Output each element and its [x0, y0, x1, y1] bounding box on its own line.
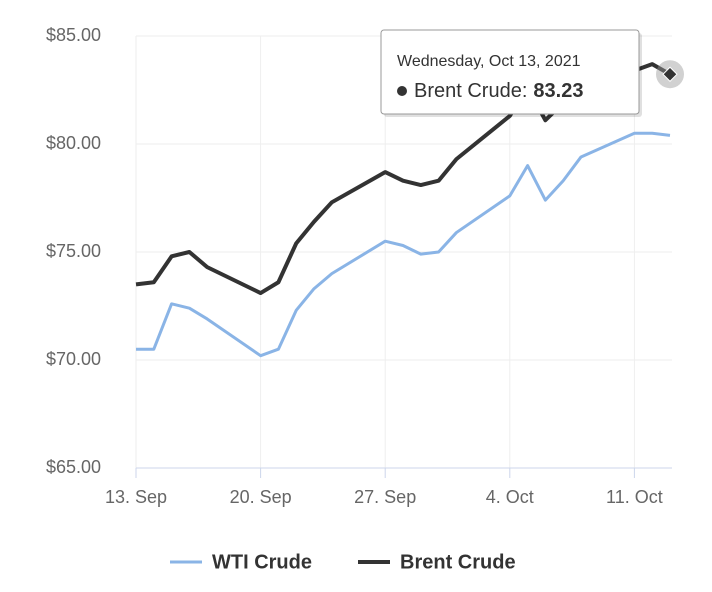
- x-tick-label: 4. Oct: [486, 487, 534, 507]
- x-tick-label: 27. Sep: [354, 487, 416, 507]
- legend-label[interactable]: WTI Crude: [212, 551, 312, 573]
- x-tick-label: 11. Oct: [606, 487, 663, 507]
- y-tick-label: $70.00: [46, 349, 101, 369]
- hover-marker: [662, 66, 678, 82]
- y-tick-label: $85.00: [46, 25, 101, 45]
- y-tick-label: $65.00: [46, 457, 101, 477]
- tooltip: [380, 29, 640, 115]
- y-tick-label: $80.00: [46, 133, 101, 153]
- y-tick-label: $75.00: [46, 241, 101, 261]
- tooltip-label: Brent Crude:: [414, 80, 527, 102]
- legend-label[interactable]: Brent Crude: [400, 551, 516, 573]
- series-line: [136, 131, 671, 358]
- tooltip-bullet: [397, 86, 407, 96]
- tooltip-line: Brent Crude: 83.23: [414, 80, 583, 102]
- x-tick-label: 20. Sep: [230, 487, 292, 507]
- x-tick-label: 13. Sep: [105, 487, 167, 507]
- tooltip-value: 83.23: [533, 80, 583, 102]
- tooltip-header: Wednesday, Oct 13, 2021: [397, 53, 581, 70]
